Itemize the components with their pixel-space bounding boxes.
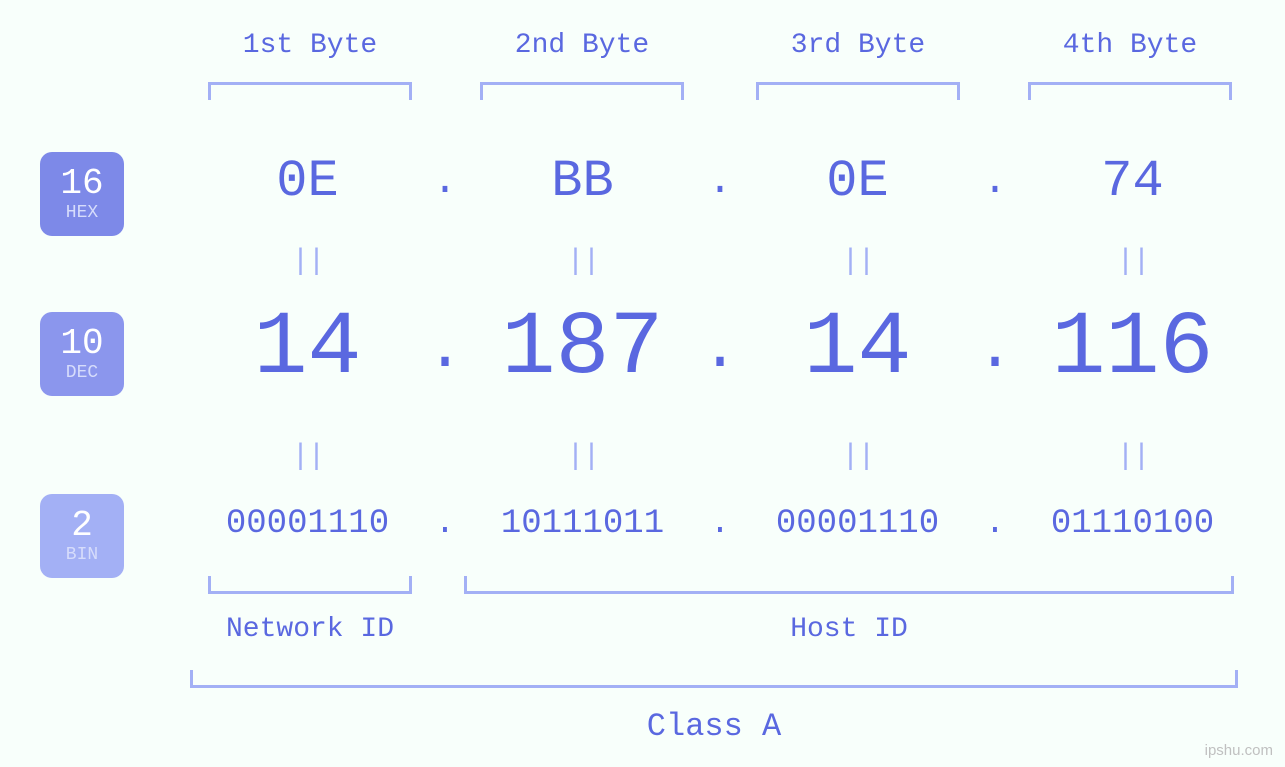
base-label-hex: HEX xyxy=(66,204,98,224)
dot: . xyxy=(975,314,1015,385)
class-label: Class A xyxy=(190,708,1238,745)
bin-byte-3: 00001110 xyxy=(740,505,975,543)
eq-symbol: || xyxy=(465,245,700,279)
byte-header-1: 1st Byte xyxy=(208,30,412,61)
eq-symbol: || xyxy=(190,440,425,474)
hex-byte-1: 0E xyxy=(190,152,425,211)
hex-byte-4: 74 xyxy=(1015,152,1250,211)
dec-byte-2: 187 xyxy=(465,298,700,400)
eq-symbol: || xyxy=(1015,245,1250,279)
base-num-hex: 16 xyxy=(60,164,103,204)
dot: . xyxy=(700,505,740,543)
eq-symbol: || xyxy=(190,245,425,279)
watermark: ipshu.com xyxy=(1205,742,1273,759)
base-badge-dec: 10 DEC xyxy=(40,312,124,396)
eq-symbol: || xyxy=(1015,440,1250,474)
network-id-bracket xyxy=(208,576,412,594)
dot: . xyxy=(425,158,465,205)
host-id-label: Host ID xyxy=(464,614,1234,645)
hex-byte-2: BB xyxy=(465,152,700,211)
byte-header-4: 4th Byte xyxy=(1028,30,1232,61)
eq-symbol: || xyxy=(740,245,975,279)
base-label-bin: BIN xyxy=(66,546,98,566)
base-badge-bin: 2 BIN xyxy=(40,494,124,578)
base-label-dec: DEC xyxy=(66,364,98,384)
dec-byte-1: 14 xyxy=(190,298,425,400)
dec-byte-3: 14 xyxy=(740,298,975,400)
eq-row-1: || || || || xyxy=(190,245,1250,279)
dec-byte-4: 116 xyxy=(1015,298,1250,400)
bin-byte-2: 10111011 xyxy=(465,505,700,543)
host-id-bracket xyxy=(464,576,1234,594)
eq-symbol: || xyxy=(740,440,975,474)
eq-symbol: || xyxy=(465,440,700,474)
top-bracket-2 xyxy=(480,82,684,100)
top-bracket-3 xyxy=(756,82,960,100)
top-bracket-1 xyxy=(208,82,412,100)
bin-byte-4: 01110100 xyxy=(1015,505,1250,543)
dot: . xyxy=(975,505,1015,543)
dot: . xyxy=(700,314,740,385)
dot: . xyxy=(425,314,465,385)
base-num-bin: 2 xyxy=(71,506,93,546)
hex-row: 0E . BB . 0E . 74 xyxy=(190,152,1250,211)
byte-header-3: 3rd Byte xyxy=(756,30,960,61)
base-num-dec: 10 xyxy=(60,324,103,364)
dec-row: 14 . 187 . 14 . 116 xyxy=(190,298,1250,400)
dot: . xyxy=(425,505,465,543)
bin-byte-1: 00001110 xyxy=(190,505,425,543)
dot: . xyxy=(975,158,1015,205)
hex-byte-3: 0E xyxy=(740,152,975,211)
eq-row-2: || || || || xyxy=(190,440,1250,474)
bin-row: 00001110 . 10111011 . 00001110 . 0111010… xyxy=(190,505,1250,543)
dot: . xyxy=(700,158,740,205)
top-bracket-4 xyxy=(1028,82,1232,100)
byte-header-2: 2nd Byte xyxy=(480,30,684,61)
class-bracket xyxy=(190,670,1238,688)
network-id-label: Network ID xyxy=(208,614,412,645)
base-badge-hex: 16 HEX xyxy=(40,152,124,236)
